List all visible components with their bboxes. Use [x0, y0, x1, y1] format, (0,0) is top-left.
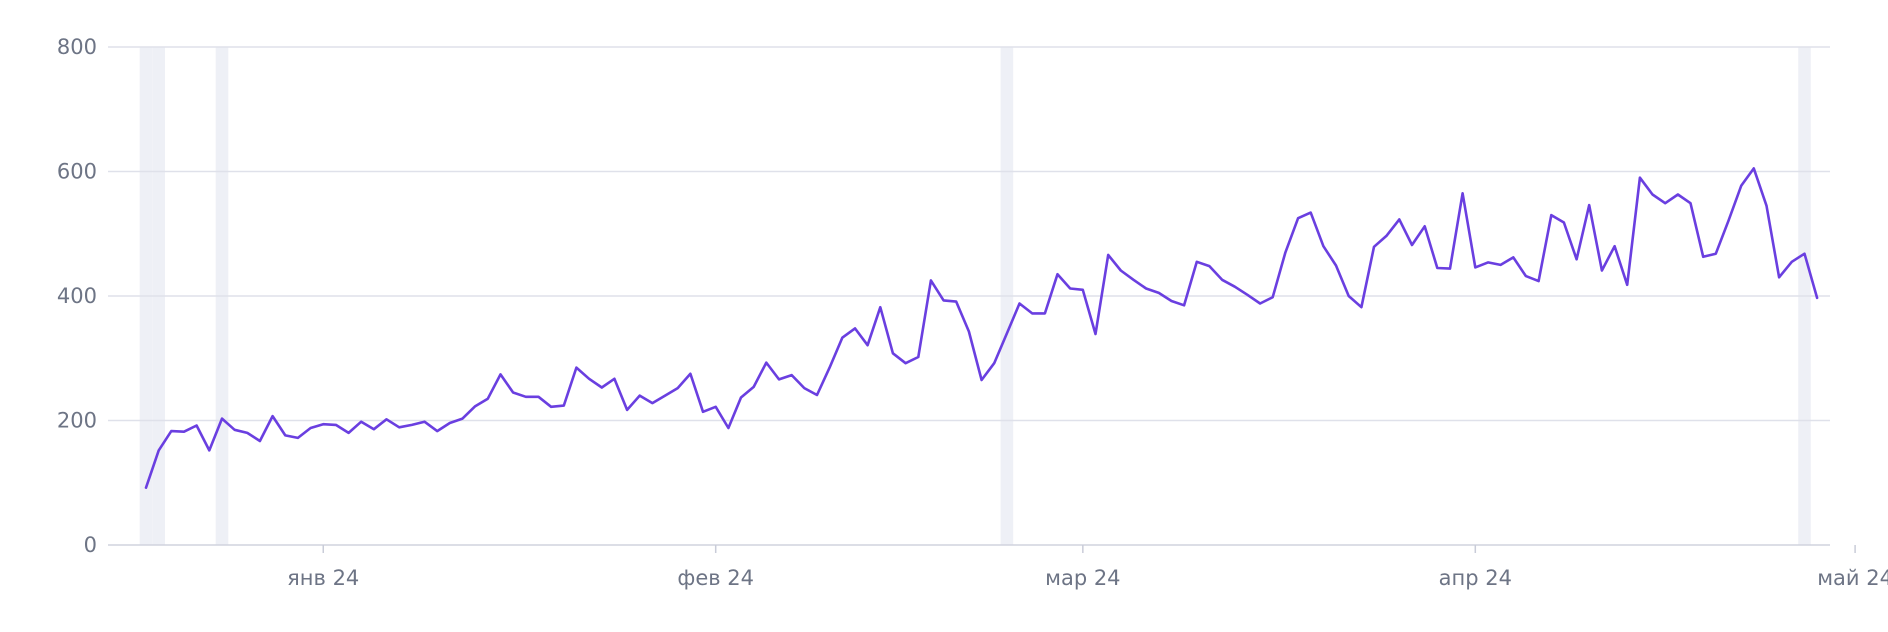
x-axis-ticks: янв 24 фев 24 мар 24 апр 24 май 24 [287, 545, 1888, 590]
y-tick-label: 800 [57, 35, 97, 59]
y-axis-tick-labels: 0 200 400 600 800 [57, 35, 97, 557]
y-tick-label: 400 [57, 284, 97, 308]
series-group [144, 167, 1819, 490]
x-tick-label: мар 24 [1045, 566, 1120, 590]
series-line [144, 167, 1819, 490]
y-tick-label: 600 [57, 160, 97, 184]
x-tick-label: янв 24 [287, 566, 359, 590]
x-tick-label: май 24 [1817, 566, 1888, 590]
x-tick-label: апр 24 [1439, 566, 1512, 590]
y-tick-label: 0 [84, 533, 97, 557]
x-tick-label: фев 24 [677, 566, 754, 590]
y-tick-label: 200 [57, 409, 97, 433]
y-grid-lines [108, 46, 1830, 422]
